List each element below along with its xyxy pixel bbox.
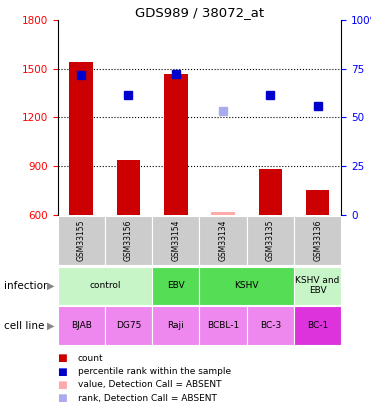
Bar (69, 62, 93, 215)
Text: GSM33135: GSM33135 (266, 220, 275, 261)
Bar (164, 74, 188, 215)
Text: ■: ■ (58, 393, 67, 403)
Text: GSM33134: GSM33134 (219, 220, 227, 261)
Text: GSM33156: GSM33156 (124, 220, 133, 261)
Text: BC-1: BC-1 (307, 321, 328, 330)
Text: BJAB: BJAB (71, 321, 92, 330)
Bar (116, 160, 140, 215)
Text: ▶: ▶ (47, 281, 55, 291)
Text: KSHV: KSHV (234, 281, 259, 290)
Text: ■: ■ (58, 380, 67, 390)
Text: ■: ■ (58, 353, 67, 363)
Text: GSM33136: GSM33136 (313, 220, 322, 261)
Text: value, Detection Call = ABSENT: value, Detection Call = ABSENT (78, 380, 221, 390)
Text: count: count (78, 354, 104, 363)
Text: EBV: EBV (167, 281, 185, 290)
Text: cell line: cell line (4, 321, 44, 331)
Text: Raji: Raji (167, 321, 184, 330)
Text: BCBL-1: BCBL-1 (207, 321, 239, 330)
Text: KSHV and
EBV: KSHV and EBV (295, 276, 340, 295)
Text: infection: infection (4, 281, 49, 291)
Bar (306, 190, 329, 215)
Text: DG75: DG75 (116, 321, 141, 330)
Text: BC-3: BC-3 (260, 321, 281, 330)
Text: ▶: ▶ (47, 321, 55, 331)
Bar (259, 169, 282, 215)
Title: GDS989 / 38072_at: GDS989 / 38072_at (135, 6, 264, 19)
Bar (211, 212, 235, 215)
Text: percentile rank within the sample: percentile rank within the sample (78, 367, 231, 376)
Text: ■: ■ (58, 367, 67, 377)
Text: control: control (89, 281, 121, 290)
Text: GSM33154: GSM33154 (171, 220, 180, 261)
Text: rank, Detection Call = ABSENT: rank, Detection Call = ABSENT (78, 394, 217, 403)
Text: GSM33155: GSM33155 (77, 220, 86, 261)
